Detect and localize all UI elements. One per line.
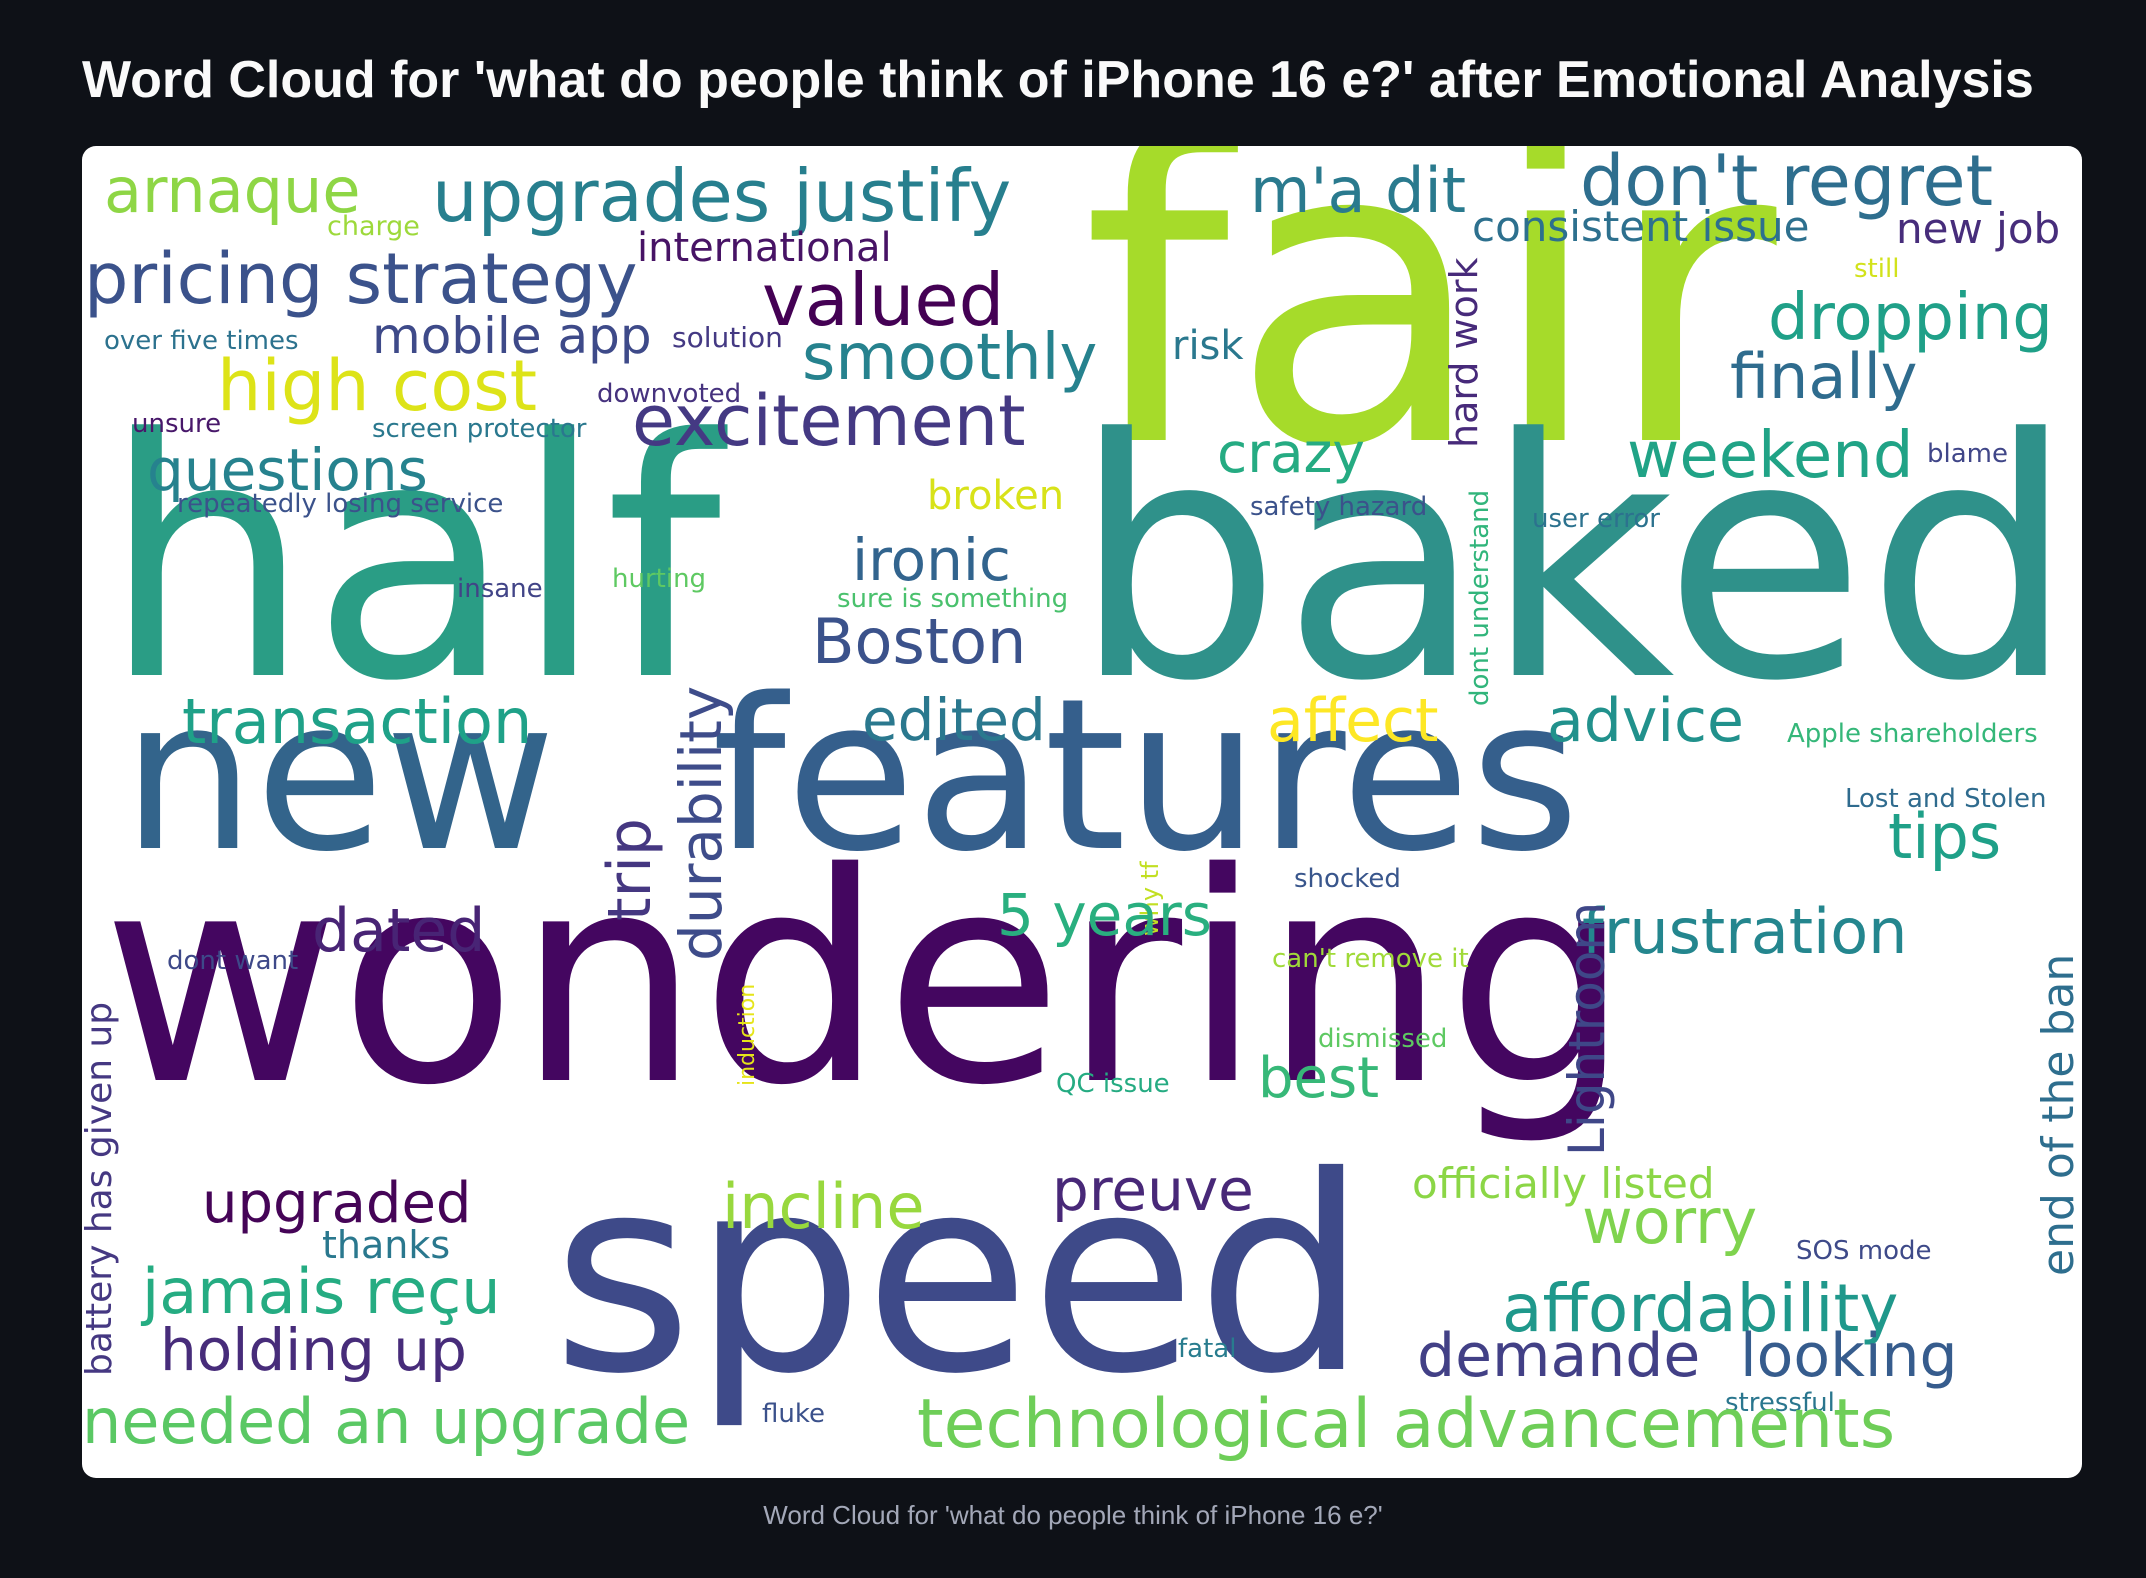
word-5-years: 5 years (997, 881, 1212, 949)
word-lightroom: Lightroom (1558, 901, 1616, 1156)
word-trip: trip (595, 818, 665, 921)
word-stressful: stressful (1725, 1388, 1835, 1418)
word-officially-listed: officially listed (1412, 1159, 1715, 1208)
word-fatal: fatal (1178, 1334, 1237, 1364)
word-induction: induction (735, 983, 760, 1086)
word-screen-protector: screen protector (372, 414, 587, 444)
word-dismissed: dismissed (1318, 1024, 1448, 1054)
word-baked: baked (1072, 369, 2076, 753)
word-new: new (122, 653, 557, 898)
word-dated: dated (312, 896, 486, 966)
word-end-of-the-ban: end of the ban (2033, 953, 2082, 1276)
word-charge: charge (327, 211, 420, 242)
word-sos-mode: SOS mode (1796, 1236, 1932, 1266)
word-features: features (712, 653, 1580, 898)
word-consistent-issue: consistent issue (1472, 202, 1810, 251)
figure-caption: Word Cloud for 'what do people think of … (763, 1500, 1383, 1530)
word-wondering: wondering (102, 812, 1631, 1149)
word-blame: blame (1927, 439, 2008, 469)
word-dropping: dropping (1768, 281, 2053, 355)
word-apple-shareholders: Apple shareholders (1787, 719, 2038, 749)
word-ironic: ironic (852, 526, 1011, 594)
word-arnaque: arnaque (104, 154, 361, 227)
word-broken: broken (927, 473, 1065, 519)
word-fair: fair (1082, 146, 1777, 540)
word-cloud-panel: fair half baked new features wondering speed ar… (82, 146, 2082, 1478)
word-frustration: frustration (1582, 895, 1908, 968)
word-international: international (637, 225, 892, 271)
word-still: still (1854, 254, 1900, 284)
word-technological-advancements: technological advancements (917, 1385, 1896, 1464)
word-edited: edited (862, 686, 1046, 754)
word-boston: Boston (812, 605, 1027, 678)
word-hard-work: hard work (1442, 257, 1486, 448)
word-upgraded: upgraded (202, 1171, 472, 1236)
word-dont-understand: dont understand (1465, 489, 1495, 706)
word-unsure: unsure (132, 409, 222, 439)
word-high-cost: high cost (217, 345, 538, 427)
word-valued: valued (762, 258, 1005, 342)
word-questions: questions (147, 436, 428, 504)
word-demande: demande (1417, 1321, 1701, 1391)
word-preuve: preuve (1052, 1156, 1254, 1224)
word-sure-is-something: sure is something (837, 584, 1069, 614)
word-affordability: affordability (1502, 1270, 1899, 1347)
page-title: Word Cloud for 'what do people think of … (82, 51, 2034, 109)
word-advice: advice (1547, 686, 1744, 756)
word-over-five-times: over five times (104, 326, 299, 356)
word-crazy: crazy (1217, 421, 1365, 485)
word-downvoted: downvoted (597, 379, 742, 409)
word-mobile-app: mobile app (372, 307, 652, 365)
word-finally: finally (1730, 340, 1918, 413)
word-shocked: shocked (1294, 864, 1401, 894)
word-holding-up: holding up (160, 1316, 467, 1384)
word-can-t-remove-it: can't remove it (1272, 944, 1469, 974)
word-pricing-strategy: pricing strategy (84, 238, 638, 320)
word-smoothly: smoothly (802, 321, 1098, 395)
word-battery-has-given-up: battery has given up (82, 1001, 120, 1376)
word-half: half (102, 369, 722, 753)
word-lost-and-stolen: Lost and Stolen (1845, 784, 2047, 814)
word-solution: solution (672, 321, 783, 354)
word-don-t-regret: don't regret (1580, 146, 1994, 222)
word-affect: affect (1267, 686, 1439, 756)
word-new-job: new job (1896, 204, 2061, 253)
word-risk: risk (1172, 323, 1244, 369)
word-dont-want: dont want (167, 946, 299, 976)
word-hurting: hurting (612, 564, 707, 594)
word-incline: incline (722, 1170, 925, 1243)
word-thanks: thanks (322, 1223, 451, 1267)
word-tips: tips (1888, 800, 2002, 873)
word-fluke: fluke (762, 1399, 825, 1429)
word-transaction: transaction (182, 685, 533, 758)
word-jamais-re-u: jamais reçu (142, 1255, 501, 1328)
word-durability: durability (667, 685, 735, 961)
word-insane: insane (457, 574, 543, 604)
word-user-error: user error (1532, 504, 1660, 534)
word-needed-an-upgrade: needed an upgrade (82, 1385, 691, 1458)
word-looking: looking (1740, 1321, 1958, 1391)
word-safety-hazard: safety hazard (1250, 492, 1428, 522)
word-best: best (1258, 1046, 1380, 1111)
word-upgrades-justify: upgrades justify (432, 154, 1012, 238)
word-m-a-dit: m'a dit (1250, 154, 1467, 227)
word-speed: speed (552, 1118, 1368, 1433)
word-qc-issue: QC issue (1056, 1069, 1170, 1099)
word-worry: worry (1582, 1185, 1758, 1258)
word-weekend: weekend (1627, 419, 1914, 493)
word-excitement: excitement (632, 380, 1026, 462)
word-repeatedly-losing-service: repeatedly losing service (177, 489, 504, 519)
